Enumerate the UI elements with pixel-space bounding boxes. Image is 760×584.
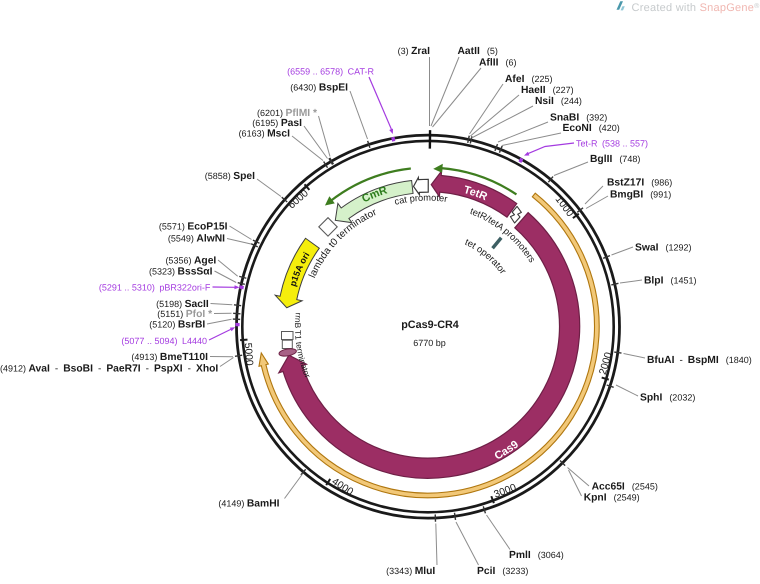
svg-text:(4912) AvaI - BsoBI - PaeR7I -: (4912) AvaI - BsoBI - PaeR7I - PspXI - X… (0, 364, 218, 375)
svg-text:(3343) MluI: (3343) MluI (386, 566, 435, 577)
svg-text:(5323) BssSαI: (5323) BssSαI (149, 267, 213, 278)
svg-text:SphI (2032): SphI (2032) (640, 393, 695, 404)
svg-text:(4913) BmeT110I: (4913) BmeT110I (131, 352, 208, 363)
svg-text:(5858) SpeI: (5858) SpeI (205, 171, 255, 182)
svg-text:(6195) PasI: (6195) PasI (252, 118, 302, 129)
svg-text:(6430) BspEI: (6430) BspEI (290, 83, 348, 94)
svg-text:(4149) BamHI: (4149) BamHI (218, 499, 279, 510)
svg-text:BstZ17I (986): BstZ17I (986) (607, 178, 672, 189)
svg-text:BlpI (1451): BlpI (1451) (644, 276, 696, 287)
svg-text:(5549) AlwNI: (5549) AlwNI (168, 234, 225, 245)
svg-text:(6559 .. 6578) CAT-R: (6559 .. 6578) CAT-R (287, 67, 374, 77)
svg-text:(5356) AgeI: (5356) AgeI (165, 256, 216, 267)
svg-text:PciI (3233): PciI (3233) (477, 566, 528, 577)
svg-text:PmlI (3064): PmlI (3064) (509, 550, 564, 561)
svg-text:Acc65I (2545): Acc65I (2545) (592, 482, 658, 493)
svg-text:NsiI (244): NsiI (244) (535, 96, 582, 107)
svg-text:HaeII (227): HaeII (227) (521, 85, 574, 96)
svg-text:6770 bp: 6770 bp (413, 338, 446, 348)
svg-text:(5291 .. 5310) pBR322ori-F: (5291 .. 5310) pBR322ori-F (99, 283, 211, 293)
svg-text:EcoNI (420): EcoNI (420) (563, 123, 620, 134)
svg-text:pCas9-CR4: pCas9-CR4 (401, 319, 459, 331)
svg-text:(5077 .. 5094) L4440: (5077 .. 5094) L4440 (121, 336, 207, 346)
svg-text:(5120) BsrBI: (5120) BsrBI (149, 320, 205, 331)
svg-text:(5151) PfoI *: (5151) PfoI * (157, 309, 212, 320)
svg-text:5000: 5000 (242, 342, 255, 366)
svg-text:(3) ZraI: (3) ZraI (398, 46, 431, 57)
svg-text:AflII (6): AflII (6) (479, 58, 516, 69)
svg-text:(6163) MscI: (6163) MscI (239, 129, 291, 140)
svg-text:Created with SnapGene®: Created with SnapGene® (632, 2, 760, 14)
svg-text:AatII (5): AatII (5) (458, 46, 498, 57)
svg-text:KpnI (2549): KpnI (2549) (584, 493, 640, 504)
svg-text:AfeI (225): AfeI (225) (505, 74, 552, 85)
svg-text:BglII (748): BglII (748) (590, 154, 640, 165)
svg-text:SnaBI (392): SnaBI (392) (550, 113, 607, 124)
svg-text:BfuAI - BspMI (1840): BfuAI - BspMI (1840) (647, 355, 752, 366)
svg-text:SwaI (1292): SwaI (1292) (635, 243, 692, 254)
svg-text:Tet-R (538 .. 557): Tet-R (538 .. 557) (576, 139, 648, 149)
svg-text:(5571) EcoP15I: (5571) EcoP15I (159, 222, 228, 233)
svg-text:BmgBI (991): BmgBI (991) (610, 190, 671, 201)
